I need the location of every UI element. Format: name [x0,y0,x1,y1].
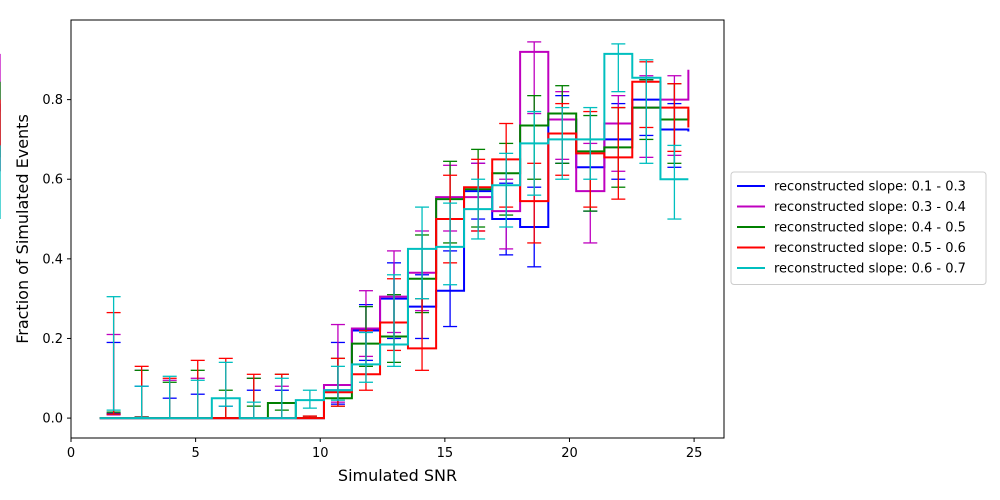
error-bar [415,298,430,371]
plot-area [0,41,690,420]
error-bar [134,385,149,418]
error-bar [667,83,682,153]
legend-item: reconstructed slope: 0.1 - 0.3 [737,180,966,195]
error-bar [639,59,654,164]
x-tick-label: 25 [686,446,703,461]
series-step-line [99,52,689,420]
y-tick-label: 0.0 [42,412,63,427]
series-group [0,43,689,420]
error-bar [443,202,458,286]
legend-item: reconstructed slope: 0.4 - 0.5 [737,221,966,236]
legend-item: reconstructed slope: 0.6 - 0.7 [737,262,966,277]
error-bar [302,415,317,419]
error-bar [246,401,261,419]
x-tick-label: 15 [437,446,454,461]
series-step-line [99,80,690,420]
legend-item: reconstructed slope: 0.3 - 0.4 [737,200,966,215]
error-bar [555,106,570,180]
y-tick-label: 0.2 [42,332,63,347]
error-bar [330,365,345,401]
legend-label: reconstructed slope: 0.5 - 0.6 [774,241,966,256]
series-group [0,79,690,420]
error-bar [611,43,626,93]
series-group [0,79,690,420]
legend: reconstructed slope: 0.1 - 0.3 reconstruc… [730,171,987,285]
error-bar [162,375,177,419]
legend-label: reconstructed slope: 0.4 - 0.5 [774,221,966,236]
x-tick-label: 5 [191,446,199,461]
x-tick-label: 0 [67,446,75,461]
error-bar [387,274,402,367]
error-bar [667,144,682,220]
error-bar [471,178,486,240]
y-tick-label: 0.8 [42,93,63,108]
error-bar [190,379,205,419]
legend-label: reconstructed slope: 0.1 - 0.3 [774,180,966,195]
axes-frame [70,19,725,439]
legend-item: reconstructed slope: 0.5 - 0.6 [737,241,966,256]
error-bar [527,110,542,196]
legend-label: reconstructed slope: 0.6 - 0.7 [774,262,966,277]
x-axis: 0 5 10 15 20 25 [67,438,703,461]
error-bar [358,331,373,383]
legend-box [730,171,987,285]
error-bar [274,377,289,419]
error-bar [499,152,514,228]
legend-label: reconstructed slope: 0.3 - 0.4 [774,200,966,215]
error-bar [218,361,233,407]
error-bar [611,106,626,200]
x-tick-label: 10 [312,446,329,461]
y-axis-label: Fraction of Simulated Events [13,114,32,344]
error-bar [415,206,430,300]
error-bar [302,389,317,409]
y-tick-label: 0.6 [42,173,63,188]
error-bar [583,106,598,180]
series-group [0,41,690,420]
x-tick-label: 20 [561,446,578,461]
y-axis: 0.0 0.2 0.4 0.6 0.8 [42,93,71,427]
error-bar [106,296,121,411]
x-axis-label: Simulated SNR [338,466,457,485]
y-tick-label: 0.4 [42,252,63,267]
